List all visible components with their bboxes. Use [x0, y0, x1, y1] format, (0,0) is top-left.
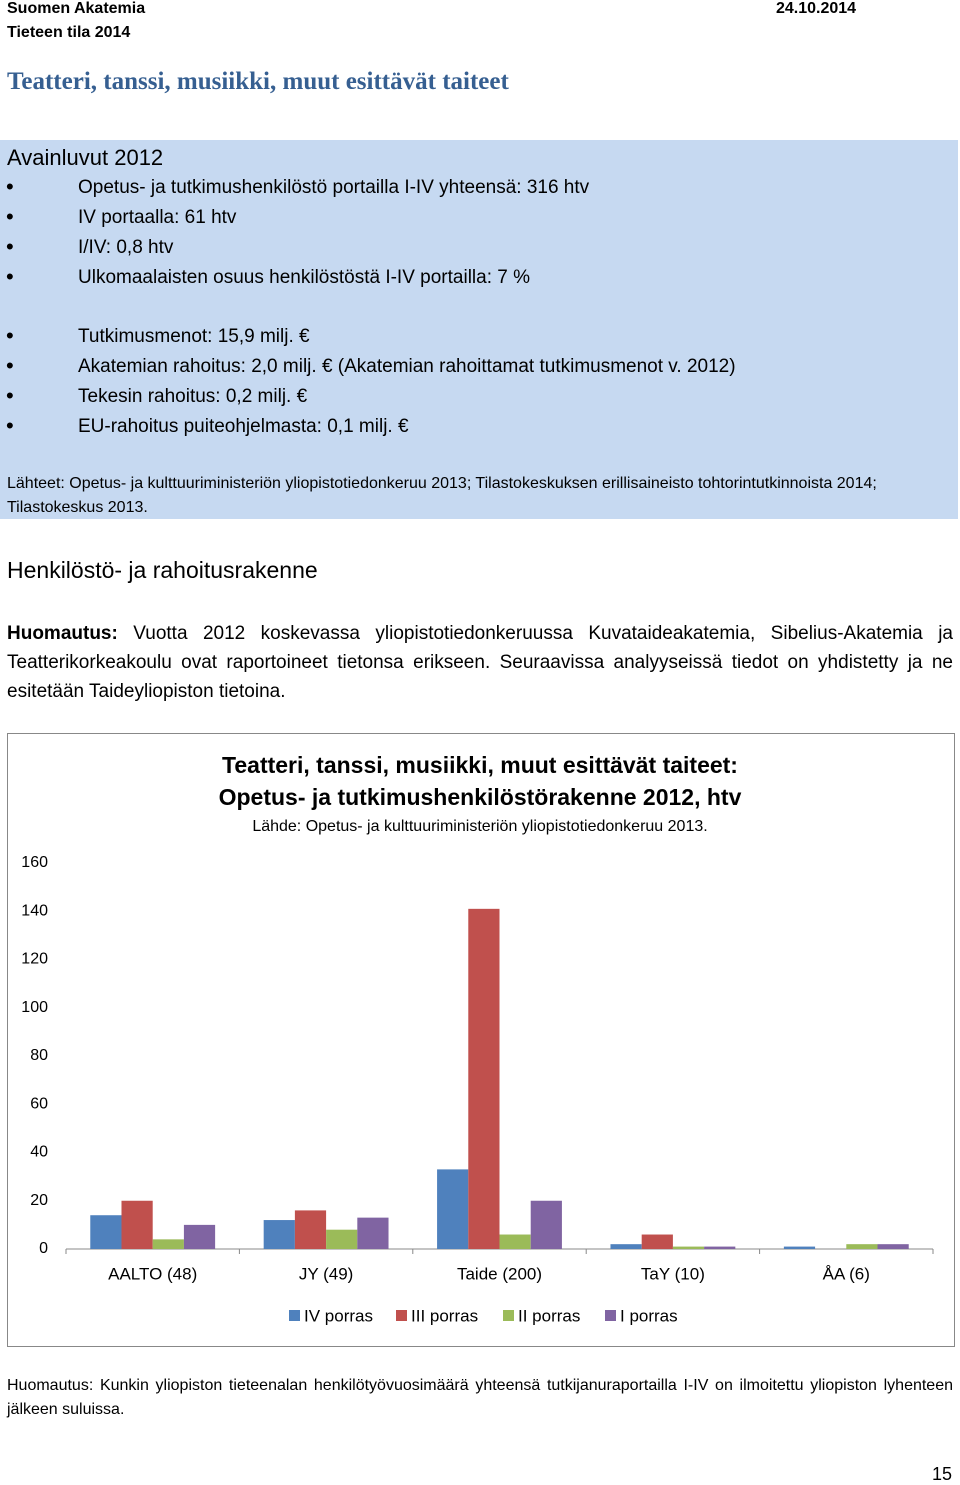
y-tick-label: 60: [30, 1095, 48, 1112]
y-tick-label: 160: [21, 854, 48, 871]
publication: Tieteen tila 2014: [7, 24, 131, 41]
note: Huomautus: Vuotta 2012 koskevassa yliopi…: [7, 619, 953, 706]
bullet-text: Tutkimusmenot: 15,9 milj. €: [78, 326, 310, 347]
bar: [672, 1246, 705, 1249]
bar: [610, 1244, 642, 1249]
y-tick-label: 100: [21, 999, 48, 1016]
bullet-text: IV portaalla: 61 htv: [78, 207, 237, 228]
bar: [437, 1169, 469, 1249]
legend-label: IV porras: [304, 1306, 373, 1325]
bar: [121, 1200, 153, 1249]
y-tick-label: 40: [30, 1144, 48, 1161]
page-title: Teatteri, tanssi, musiikki, muut esittäv…: [7, 68, 509, 95]
date: 24.10.2014: [776, 0, 857, 17]
x-tick-label: AALTO (48): [108, 1264, 197, 1283]
bar: [530, 1200, 562, 1249]
legend-swatch: [289, 1310, 300, 1321]
bar: [468, 908, 500, 1249]
section-heading: Henkilöstö- ja rahoitusrakenne: [7, 557, 318, 583]
bar: [783, 1246, 816, 1249]
key-heading: Avainluvut 2012: [7, 145, 164, 170]
bullet-text: I/IV: 0,8 htv: [78, 237, 174, 258]
x-tick-label: TaY (10): [641, 1264, 705, 1283]
organization: Suomen Akatemia: [7, 0, 146, 17]
bar: [641, 1234, 673, 1249]
bar: [152, 1239, 184, 1249]
note-text: Vuotta 2012 koskevassa yliopistotiedonke…: [7, 623, 953, 702]
bar: [877, 1244, 909, 1249]
legend-label: II porras: [518, 1306, 580, 1325]
bullet-text: Opetus- ja tutkimushenkilöstö portailla …: [78, 177, 590, 198]
note-label: Huomautus:: [7, 623, 118, 644]
y-tick-label: 120: [21, 951, 48, 968]
x-tick-label: JY (49): [299, 1264, 354, 1283]
bullet-text: Ulkomaalaisten osuus henkilöstöstä I-IV …: [78, 267, 531, 288]
legend-label: III porras: [411, 1306, 478, 1325]
legend-swatch: [396, 1310, 407, 1321]
sources: Lähteet: Opetus- ja kulttuuriministeriön…: [7, 475, 877, 516]
legend-label: I porras: [620, 1306, 678, 1325]
chart-title: Teatteri, tanssi, musiikki, muut esittäv…: [222, 752, 738, 778]
bullet-text: Tekesin rahoitus: 0,2 milj. €: [78, 386, 308, 407]
bar: [294, 1210, 327, 1249]
legend-swatch: [503, 1310, 514, 1321]
legend-swatch: [605, 1310, 616, 1321]
bar: [183, 1224, 216, 1249]
bar: [704, 1246, 736, 1249]
x-tick-label: ÅA (6): [823, 1264, 870, 1283]
bullet-text: EU-rahoitus puiteohjelmasta: 0,1 milj. €: [78, 416, 409, 437]
y-tick-label: 140: [21, 902, 48, 919]
page-number: 15: [932, 1464, 953, 1484]
y-tick-label: 80: [30, 1047, 48, 1064]
bar: [357, 1217, 389, 1249]
y-tick-label: 0: [39, 1240, 48, 1257]
bar: [846, 1244, 878, 1249]
chart-subtitle: Lähde: Opetus- ja kulttuuriministeriön y…: [252, 818, 707, 835]
bar: [499, 1234, 531, 1249]
bar: [263, 1220, 295, 1249]
key-box: Avainluvut 2012 Opetus- ja tutkimushenki…: [0, 140, 958, 519]
chart: Teatteri, tanssi, musiikki, muut esittäv…: [7, 733, 955, 1347]
chart-title: Opetus- ja tutkimushenkilöstörakenne 201…: [219, 784, 742, 810]
bar: [326, 1229, 358, 1249]
footnote: Huomautus: Kunkin yliopiston tieteenalan…: [7, 1377, 953, 1418]
y-tick-label: 20: [30, 1192, 48, 1209]
bar: [90, 1215, 122, 1249]
bullet-text: Akatemian rahoitus: 2,0 milj. € (Akatemi…: [78, 356, 736, 377]
x-tick-label: Taide (200): [457, 1264, 542, 1283]
